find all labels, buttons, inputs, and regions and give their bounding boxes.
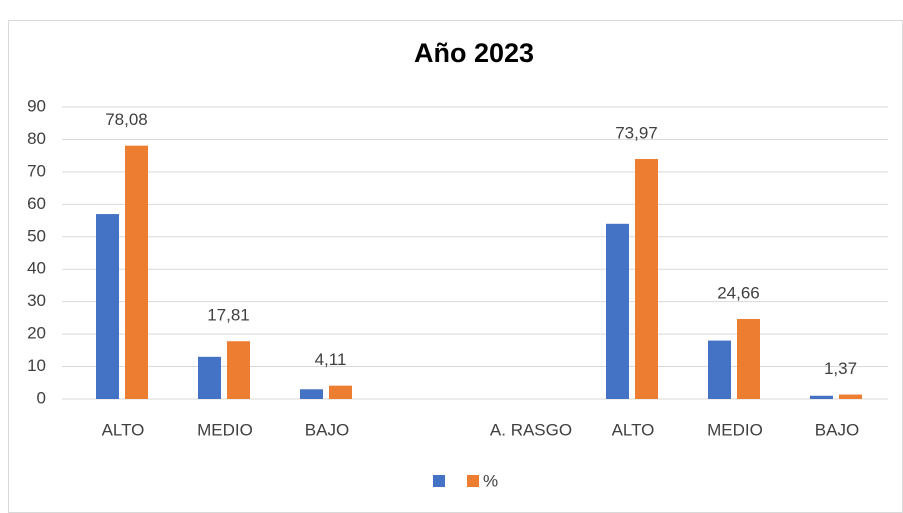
bar (708, 340, 731, 399)
data-label: 73,97 (615, 123, 658, 142)
x-tick-label: ALTO (612, 420, 655, 439)
bar (839, 394, 862, 399)
chart-frame (8, 20, 903, 513)
x-tick-label: BAJO (305, 420, 349, 439)
data-label: 78,08 (105, 110, 148, 129)
legend-swatch (433, 475, 445, 487)
data-label: 17,81 (207, 306, 250, 325)
bar (125, 145, 148, 399)
y-tick-label: 70 (27, 161, 46, 180)
y-tick-label: 20 (27, 324, 46, 343)
bar (635, 159, 658, 399)
data-label: 24,66 (717, 283, 760, 302)
y-tick-label: 90 (27, 96, 46, 115)
legend-label: % (483, 471, 498, 490)
x-tick-label: BAJO (815, 420, 859, 439)
x-tick-label: MEDIO (707, 420, 763, 439)
bar (96, 214, 119, 399)
chart-title: Año 2023 (414, 38, 534, 68)
bar (227, 341, 250, 399)
bar (329, 385, 352, 399)
y-tick-label: 40 (27, 259, 46, 278)
y-tick-label: 80 (27, 129, 46, 148)
bar (198, 356, 221, 399)
y-tick-label: 0 (37, 388, 46, 407)
y-tick-label: 30 (27, 291, 46, 310)
bar (300, 389, 323, 399)
x-tick-label: A. RASGO (490, 420, 572, 439)
bar (810, 395, 833, 399)
y-tick-label: 50 (27, 226, 46, 245)
y-tick-label: 60 (27, 194, 46, 213)
data-label: 4,11 (315, 350, 347, 369)
bar (737, 318, 760, 399)
data-label: 1,37 (824, 359, 857, 378)
x-tick-label: MEDIO (197, 420, 253, 439)
legend-swatch (467, 475, 479, 487)
x-tick-label: ALTO (102, 420, 145, 439)
y-tick-label: 10 (27, 356, 46, 375)
bar (606, 223, 629, 399)
